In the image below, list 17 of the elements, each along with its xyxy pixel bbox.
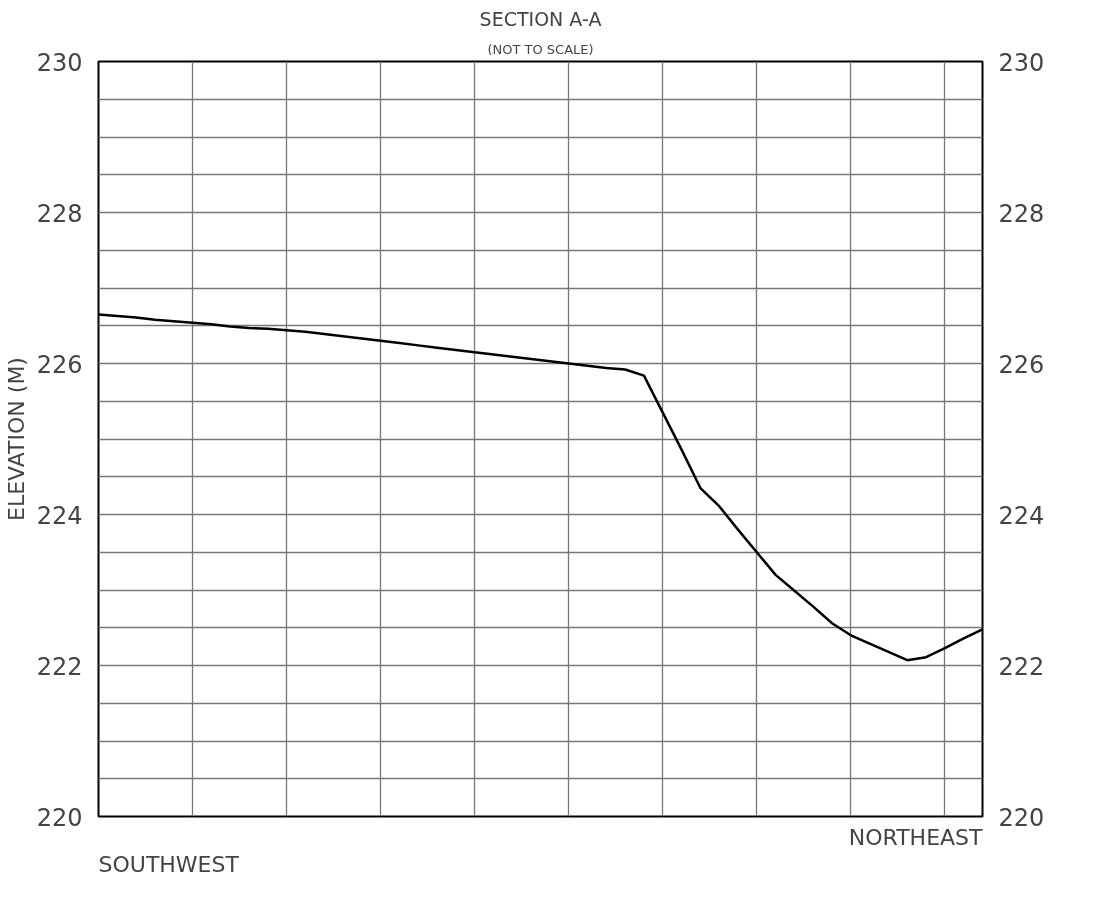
y2-tick-label: 226 (998, 350, 1045, 379)
y-tick-label: 222 (36, 652, 83, 681)
y-tick-label: 226 (36, 350, 83, 379)
y-tick-label: 220 (36, 803, 83, 832)
text: NORTHEAST (848, 824, 984, 850)
y2-tick-label: 230 (998, 48, 1045, 77)
y-tick-label: 230 (36, 48, 83, 77)
y-tick-label: 228 (36, 199, 83, 228)
y2-tick-label: 224 (998, 501, 1045, 530)
chart-title: SECTION A-A (479, 7, 602, 30)
y2-tick-label: 222 (998, 652, 1045, 681)
chart-subtitle: (NOT TO SCALE) (487, 41, 594, 57)
y-tick-label: 224 (36, 501, 83, 530)
text: SOUTHWEST (98, 851, 240, 877)
y-axis-title: ELEVATION (M) (3, 357, 29, 521)
y2-tick-label: 220 (998, 803, 1045, 832)
y2-tick-label: 228 (998, 199, 1045, 228)
